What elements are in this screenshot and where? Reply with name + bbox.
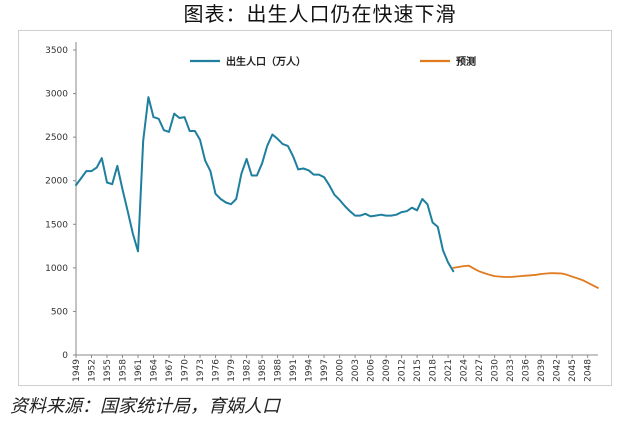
- x-tick-label: 2045: [568, 359, 578, 382]
- x-tick-label: 2024: [460, 359, 470, 382]
- x-tick-label: 1988: [274, 359, 284, 382]
- actual-births-line: [75, 96, 455, 273]
- series-lines: [75, 96, 599, 289]
- x-tick-label: 1964: [150, 359, 160, 382]
- y-tick-label: 2000: [45, 177, 68, 187]
- y-tick-label: 500: [51, 307, 68, 317]
- source-note: 资料来源：国家统计局，育娲人口: [10, 396, 280, 417]
- x-tick-label: 1961: [134, 359, 144, 382]
- x-tick-label: 1976: [212, 359, 222, 382]
- page-title: 图表：出生人口仍在快速下滑: [183, 2, 457, 26]
- y-tick-label: 1000: [45, 264, 68, 274]
- x-tick-label: 1997: [320, 359, 330, 382]
- x-tick-label: 1994: [305, 359, 315, 382]
- x-tick-label: 1973: [196, 359, 206, 382]
- chart-legend: 出生人口（万人） 预测: [190, 55, 476, 68]
- y-tick-label: 3000: [45, 90, 68, 100]
- y-tick-label: 0: [62, 351, 68, 361]
- x-tick-label: 2021: [444, 359, 454, 382]
- x-tick-label: 2003: [351, 359, 361, 382]
- x-tick-label: 1982: [243, 359, 253, 382]
- forecast-line: [452, 264, 599, 289]
- chart-frame: [18, 30, 612, 386]
- x-tick-label: 1955: [103, 359, 113, 382]
- x-tick-label: 2018: [429, 359, 439, 382]
- x-tick-label: 2033: [506, 359, 516, 382]
- x-tick-label: 2009: [382, 359, 392, 382]
- x-tick-label: 1949: [72, 359, 82, 382]
- x-tick-label: 2036: [522, 359, 532, 382]
- x-tick-label: 1985: [258, 359, 268, 382]
- x-tick-label: 1952: [88, 359, 98, 382]
- x-tick-label: 1970: [181, 359, 191, 382]
- x-tick-label: 2039: [537, 359, 547, 382]
- x-tick-label: 2042: [553, 359, 563, 382]
- legend-label: 出生人口（万人）: [226, 55, 306, 68]
- x-axis-ticks: 1949 1952 1955 1958 1961 1964 1967 1970 1973 1976…: [72, 355, 594, 382]
- y-tick-label: 1500: [45, 220, 68, 230]
- x-tick-label: 1958: [119, 359, 129, 382]
- x-tick-label: 2012: [398, 359, 408, 382]
- x-tick-label: 2000: [336, 359, 346, 382]
- chart-axes: [75, 42, 598, 356]
- x-tick-label: 2048: [584, 359, 594, 382]
- legend-label: 预测: [456, 55, 476, 68]
- y-axis-ticks: 0 500 1000 1500 2000 2500 3000 3500: [45, 46, 76, 361]
- x-tick-label: 2015: [413, 359, 423, 382]
- x-tick-label: 2027: [475, 359, 485, 382]
- x-tick-label: 2006: [367, 359, 377, 382]
- x-tick-label: 1991: [289, 359, 299, 382]
- y-tick-label: 3500: [45, 46, 68, 56]
- y-tick-label: 2500: [45, 133, 68, 143]
- x-tick-label: 1979: [227, 359, 237, 382]
- x-tick-label: 1967: [165, 359, 175, 382]
- x-tick-label: 2030: [491, 359, 501, 382]
